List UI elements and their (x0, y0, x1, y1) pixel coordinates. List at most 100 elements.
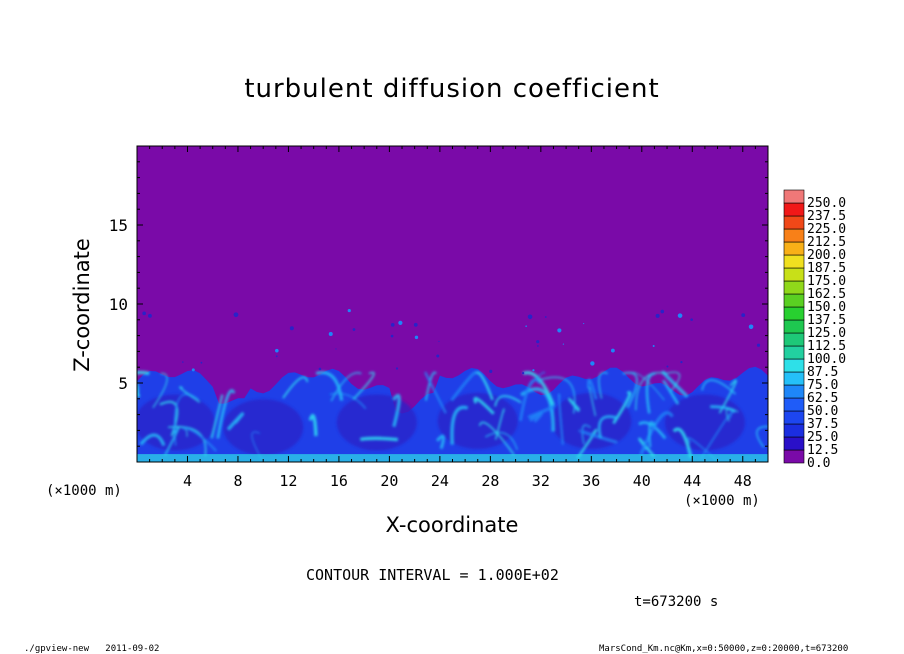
surface-layer (137, 454, 768, 462)
detached-eddy (390, 323, 395, 327)
colorbar-label: 162.5 (807, 287, 846, 302)
detached-eddy (182, 361, 184, 363)
y-tick-label: 5 (118, 374, 128, 393)
filament (635, 372, 667, 411)
colorbar-label: 62.5 (807, 391, 838, 406)
colorbar-label: 37.5 (807, 417, 838, 432)
detached-eddy (590, 361, 595, 366)
detached-eddy (748, 324, 754, 330)
detached-eddy (142, 311, 146, 316)
colorbar-swatch (783, 254, 805, 269)
filament (315, 371, 344, 401)
filament (645, 372, 656, 414)
filament (672, 427, 693, 459)
colorbar-swatch (783, 345, 805, 360)
x-tick-label: 32 (532, 472, 550, 490)
y-axis-ticks: 5 10 15 (109, 161, 768, 447)
time-label: t=673200 s (634, 594, 719, 610)
detached-eddy (275, 355, 278, 358)
detached-eddy (655, 313, 660, 318)
detached-eddy (395, 367, 399, 370)
filament (527, 404, 556, 419)
y-tick-label: 10 (109, 295, 128, 314)
filament (226, 412, 245, 431)
colorbar-swatch (783, 319, 805, 334)
filaments (137, 370, 768, 462)
x-tick-label: 12 (279, 472, 297, 490)
colorbar-swatch (783, 215, 805, 230)
filament (450, 405, 469, 445)
filament (139, 433, 166, 447)
colorbar-swatch (783, 241, 805, 256)
filament (392, 393, 401, 428)
detached-eddy (527, 314, 533, 320)
detached-eddy (328, 332, 333, 337)
colorbar-swatch (783, 306, 805, 321)
filament (519, 378, 541, 422)
colorbar-swatch (783, 384, 805, 399)
filament (622, 371, 638, 409)
filament (725, 407, 739, 422)
filament (329, 392, 367, 410)
filament (662, 380, 680, 405)
detached-eddy (233, 312, 239, 318)
colorbar-label: 237.5 (807, 209, 846, 224)
colorbar-swatch (783, 436, 805, 451)
colorbar-swatch (783, 280, 805, 295)
detached-eddy (200, 361, 203, 364)
detached-eddy (438, 340, 440, 343)
filament (529, 411, 543, 423)
filament (665, 371, 681, 393)
detached-eddy (289, 326, 294, 331)
y-axis-label: Z-coordinate (70, 238, 94, 372)
colorbar-swatch (783, 293, 805, 308)
detached-eddy (562, 343, 565, 345)
colorbar-label: 112.5 (807, 339, 846, 354)
filament (424, 371, 447, 414)
filament (539, 376, 576, 414)
turbulence-field (137, 308, 768, 462)
filament (473, 396, 495, 415)
eddy-core (551, 392, 632, 449)
colorbar-label: 50.0 (807, 404, 838, 419)
colorbar-swatch (783, 397, 805, 412)
filament (164, 427, 180, 456)
filament (710, 405, 736, 414)
colorbar-swatch (783, 449, 805, 464)
filament (179, 386, 201, 403)
detached-eddy (756, 343, 761, 347)
detached-eddy (414, 335, 419, 340)
filament (629, 372, 665, 401)
detached-eddy (666, 365, 669, 368)
colorbar-label: 187.5 (807, 261, 846, 276)
detached-eddy (532, 369, 535, 372)
colorbar-label: 175.0 (807, 274, 846, 289)
x-tick-label: 48 (734, 472, 752, 490)
x-tick-label: 4 (183, 472, 192, 490)
filament (182, 427, 218, 452)
x-tick-label: 40 (633, 472, 651, 490)
colorbar-swatch (783, 423, 805, 438)
colorbar-swatch (783, 202, 805, 217)
detached-eddy (583, 322, 585, 325)
detached-eddy (335, 348, 337, 350)
detached-eddy (660, 309, 665, 314)
filament (557, 393, 564, 445)
filament (578, 429, 618, 444)
detached-eddy (690, 318, 693, 321)
colorbar-label: 225.0 (807, 222, 846, 237)
detached-eddy (413, 322, 418, 327)
filament (598, 371, 608, 399)
filament (210, 394, 224, 439)
filament (216, 389, 236, 439)
filament (352, 371, 375, 400)
colorbar-label: 212.5 (807, 235, 846, 250)
filament (137, 370, 150, 398)
footer-right: MarsCond_Km.nc@Km,x=0:50000,z=0:20000,t=… (599, 644, 849, 654)
filament (756, 425, 768, 448)
detached-eddy (347, 308, 351, 313)
colorbar-swatch (783, 267, 805, 282)
filament (485, 431, 518, 451)
colorbar-swatch (783, 189, 805, 204)
